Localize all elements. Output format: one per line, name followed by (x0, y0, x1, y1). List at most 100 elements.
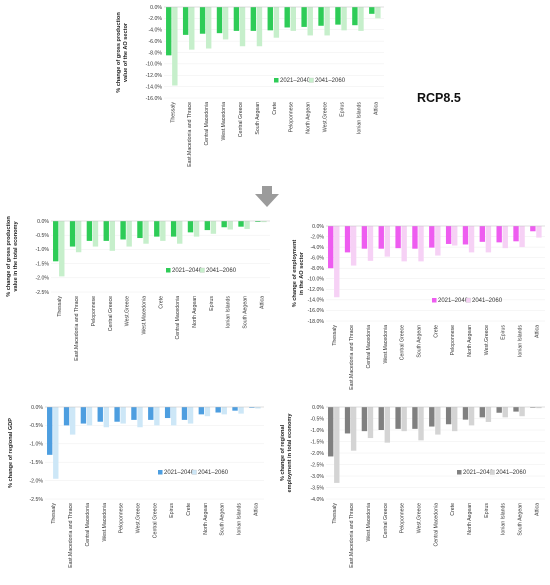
y-tick-label: -16.0% (308, 308, 325, 314)
y-tick-label: 0.0% (37, 219, 49, 225)
bar-second-series (502, 226, 508, 249)
bar-first-series (137, 221, 143, 239)
bar-second-series (69, 407, 76, 435)
bar-second-series (255, 407, 261, 409)
x-category-label: North Aegean (467, 325, 473, 357)
bar-second-series (189, 7, 195, 50)
bar-first-series (344, 226, 351, 253)
bar-first-series (97, 407, 103, 422)
x-category-label: Central Greece (383, 503, 389, 538)
y-tick-label: -10.0% (146, 62, 163, 68)
legend-label: 2021–2040 (463, 470, 494, 476)
bar-first-series (429, 226, 435, 248)
bar-second-series (261, 221, 267, 223)
legend-label: 2041–2060 (198, 470, 229, 476)
bar-second-series (126, 221, 132, 247)
bar-second-series (519, 226, 525, 248)
x-category-label: West.Greece (135, 503, 141, 533)
bar-second-series (273, 7, 280, 38)
x-category-label: Ionian Islands (237, 503, 243, 535)
y-tick-label: -18.0% (308, 319, 325, 325)
y-tick-label: -4.0% (310, 245, 324, 251)
x-category-label: Central Greece (152, 503, 158, 538)
y-tick-label: -1.0% (310, 428, 324, 434)
bar-second-series (244, 221, 250, 229)
bar-first-series (148, 407, 154, 420)
x-category-label: Central Macedonia (85, 503, 91, 547)
bar-first-series (284, 7, 290, 28)
bar-first-series (232, 407, 238, 411)
x-category-label: Thessaly (170, 102, 176, 123)
bar-first-series (496, 226, 502, 243)
y-tick-label: -4.0% (148, 28, 162, 34)
x-category-label: Epirus (169, 503, 175, 518)
x-category-label: West.Greece (125, 296, 131, 326)
bar-second-series (75, 221, 82, 253)
y-tick-label: -6.0% (148, 39, 162, 45)
x-category-label: Ionian Islands (518, 325, 524, 357)
bar-second-series (435, 226, 441, 256)
bar-second-series (375, 7, 381, 19)
bar-second-series (435, 407, 441, 435)
bar-second-series (334, 407, 340, 483)
x-category-label: Crete (272, 102, 278, 115)
x-category-label: East.Macedonia and Thrace (187, 102, 193, 167)
y-tick-label: 0.0% (31, 405, 43, 411)
bar-second-series (401, 407, 407, 432)
bar-second-series (143, 221, 149, 244)
bar-first-series (344, 407, 351, 434)
x-category-label: Thessaly (332, 325, 338, 346)
x-category-label: Central Macedonia (433, 503, 439, 547)
legend-label: 2041–2060 (496, 470, 527, 476)
y-tick-label: -1.5% (29, 460, 43, 466)
y-axis-title: % change of gross productionvalue in the… (6, 216, 19, 297)
bar-second-series (59, 221, 65, 277)
y-tick-label: -2.5% (29, 497, 43, 503)
y-tick-label: -2.5% (35, 290, 49, 296)
y-tick-label: -2.0% (310, 451, 324, 457)
y-tick-label: -2.5% (310, 462, 324, 468)
x-category-label: Ionian Islands (226, 296, 232, 328)
bar-second-series (341, 7, 347, 31)
y-tick-label: -2.0% (35, 276, 49, 282)
bar-second-series (187, 407, 194, 424)
bar-first-series (238, 221, 244, 227)
bar-second-series (154, 407, 160, 426)
bar-second-series (53, 407, 59, 479)
x-category-label: Attica (253, 503, 259, 516)
legend-swatch (158, 470, 163, 475)
x-category-label: Central Macedonia (204, 102, 210, 146)
bar-second-series (239, 7, 246, 47)
y-tick-label: -1.5% (35, 261, 49, 267)
legend-label: 2041–2060 (206, 268, 237, 274)
x-category-label: Ionian Islands (356, 102, 362, 134)
bar-first-series (103, 221, 109, 241)
bar-first-series (114, 407, 120, 422)
y-axis-title: % change of regionalemployment in total … (280, 413, 293, 493)
bar-first-series (513, 407, 519, 412)
y-tick-label: -1.5% (310, 439, 324, 445)
x-category-label: Peloponnese (119, 503, 125, 533)
bar-second-series (92, 221, 99, 247)
bar-second-series (485, 407, 492, 422)
y-tick-label: -6.0% (310, 255, 324, 261)
bar-second-series (384, 226, 391, 257)
bar-first-series (530, 407, 536, 408)
bar-first-series (361, 407, 368, 432)
legend: 2021–2040 2041–2060 (158, 469, 229, 476)
bar-first-series (479, 226, 486, 242)
bar-first-series (86, 221, 93, 241)
bar-first-series (496, 407, 502, 413)
bar-second-series (222, 7, 229, 40)
x-category-label: Attica (259, 296, 265, 309)
y-tick-label: -3.5% (310, 485, 324, 491)
bar-second-series (536, 226, 542, 238)
legend-swatch (457, 470, 462, 475)
bar-first-series (255, 221, 261, 222)
legend: 2021–2040 2041–2060 (457, 469, 527, 476)
bar-second-series (350, 226, 357, 266)
x-category-label: Attica (534, 503, 540, 516)
bar-first-series (250, 7, 257, 31)
bar-first-series (233, 7, 240, 31)
x-category-label: West.Macedonia (102, 503, 108, 542)
